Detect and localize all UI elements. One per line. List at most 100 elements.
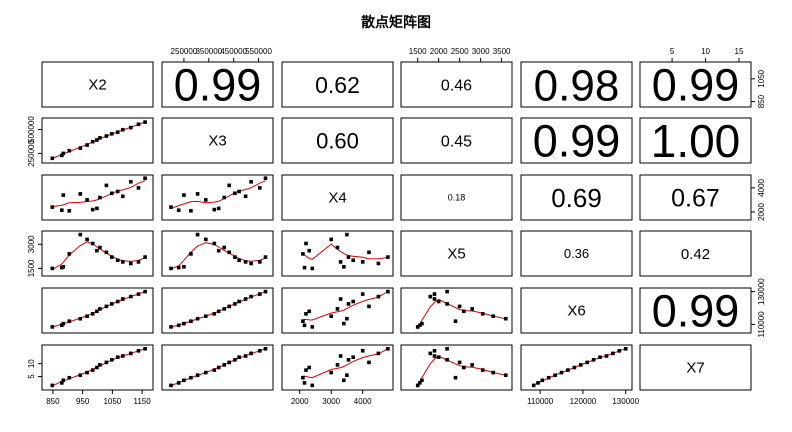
data-point: [176, 208, 181, 212]
data-point: [345, 373, 349, 377]
data-point: [346, 255, 351, 259]
panel-X2-X6: 0.98: [520, 61, 633, 110]
data-point: [98, 307, 102, 311]
panel-X4-X4: X4: [281, 174, 394, 221]
data-point: [566, 368, 570, 372]
smooth-line: [52, 180, 146, 208]
panel-X6-X7: 0.99: [639, 286, 752, 337]
tick-label: 2500: [451, 47, 469, 56]
data-point: [307, 248, 311, 253]
data-point: [136, 122, 141, 127]
data-point: [104, 250, 109, 255]
data-point: [50, 205, 55, 209]
data-point: [237, 299, 241, 304]
panel-X6-X4: [281, 287, 394, 334]
panel-frame: [281, 344, 394, 391]
data-point: [60, 381, 64, 385]
correlation-label: 0.98: [534, 61, 620, 110]
correlation-label: 0.45: [441, 133, 472, 150]
tick-label: 850: [757, 94, 766, 108]
data-point: [258, 349, 262, 353]
smooth-line: [170, 348, 266, 387]
tick-label: 110000: [757, 311, 766, 338]
tick-label: 4000: [354, 397, 372, 406]
panel-frame: [281, 174, 394, 221]
data-point: [249, 294, 253, 299]
data-point: [61, 265, 66, 269]
data-point: [301, 252, 305, 256]
tick-label: 3000: [472, 47, 490, 56]
tick-label: 1050: [757, 69, 766, 87]
data-point: [457, 360, 462, 365]
data-point: [329, 314, 333, 318]
panel-X4-X5: 0.18: [400, 174, 513, 221]
tick-label: 1500: [409, 47, 427, 56]
data-point: [129, 261, 133, 266]
data-point: [338, 354, 343, 358]
data-point: [249, 180, 253, 184]
data-point: [222, 363, 226, 367]
data-point: [243, 297, 248, 301]
tick-label: 3000: [27, 235, 36, 253]
correlation-label: 0.18: [448, 193, 466, 203]
variable-label: X3: [208, 133, 226, 150]
smooth-line: [302, 243, 388, 260]
panel-frame: [520, 287, 633, 334]
data-point: [110, 132, 114, 136]
data-point: [90, 368, 95, 372]
data-point: [415, 383, 420, 388]
panel-X3-X5: 0.45: [400, 117, 513, 164]
data-point: [212, 312, 217, 316]
smooth-line: [170, 242, 266, 270]
data-point: [342, 321, 346, 326]
data-point: [436, 299, 441, 304]
data-point: [61, 378, 66, 383]
data-point: [136, 260, 141, 264]
data-point: [78, 146, 83, 150]
panel-X6-X5: [400, 287, 513, 334]
data-point: [61, 151, 66, 156]
data-point: [61, 321, 66, 326]
data-point: [346, 358, 351, 362]
data-point: [222, 245, 226, 250]
data-point: [104, 183, 109, 188]
data-point: [67, 209, 72, 213]
correlation-label: 0.99: [652, 60, 740, 111]
correlation-label: 0.62: [315, 72, 360, 98]
data-point: [110, 358, 114, 362]
data-point: [335, 307, 340, 311]
panel-frame: [639, 230, 752, 277]
data-point: [237, 258, 241, 263]
data-point: [136, 349, 141, 353]
data-point: [258, 292, 262, 296]
data-point: [95, 248, 99, 253]
data-point: [559, 370, 564, 375]
data-point: [445, 289, 449, 294]
data-point: [115, 258, 120, 263]
data-point: [243, 354, 248, 358]
panel-X7-X4: [281, 344, 394, 391]
data-point: [432, 354, 437, 358]
correlation-label: 1.00: [651, 115, 741, 167]
data-point: [189, 319, 193, 323]
data-point: [453, 319, 458, 323]
data-point: [301, 319, 305, 323]
data-point: [346, 302, 351, 306]
tick-label: 2000: [430, 47, 448, 56]
panel-frame: [161, 61, 274, 108]
data-point: [420, 321, 424, 326]
data-point: [227, 304, 231, 309]
panel-X3-X7: 1.00: [639, 115, 752, 167]
correlation-label: 0.69: [551, 183, 602, 213]
panel-frame: [400, 344, 513, 391]
chart-title: 散点矩阵图: [361, 15, 431, 31]
data-point: [386, 289, 390, 294]
data-point: [386, 255, 390, 259]
data-point: [432, 292, 437, 296]
data-point: [104, 134, 109, 138]
data-point: [227, 250, 231, 255]
data-point: [480, 368, 485, 372]
data-point: [233, 302, 237, 306]
panel-frame: [400, 174, 513, 221]
